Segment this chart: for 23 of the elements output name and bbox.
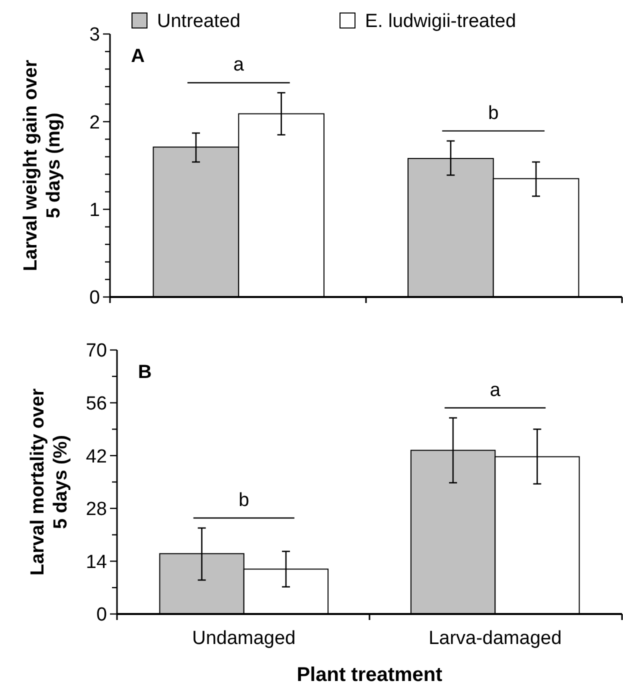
annotation: a: [233, 54, 244, 76]
y-tick-label: 1: [89, 200, 100, 221]
y-tick-label: 56: [86, 393, 107, 414]
y-tick-label: 3: [89, 24, 100, 46]
annotation: A: [131, 46, 145, 67]
x-axis-title: Plant treatment: [296, 664, 443, 686]
annotation: b: [238, 490, 250, 512]
y-tick-label: 0: [96, 604, 107, 626]
x-tick-label: Larva-damaged: [428, 628, 562, 649]
y-axis-title: Larval weight gain over 5 days (mg): [20, 59, 64, 272]
legend-label: Untreated: [157, 11, 240, 32]
y-axis-title: Larval mortality over 5 days (%): [28, 388, 72, 576]
y-tick-label: 70: [86, 340, 107, 362]
annotation: B: [138, 362, 152, 383]
y-tick-label: 0: [89, 288, 100, 309]
y-tick-label: 28: [86, 499, 107, 520]
y-tick-label: 14: [86, 552, 108, 573]
annotation: b: [488, 102, 499, 124]
legend-label: E. ludwigii-treated: [365, 11, 516, 32]
y-tick-label: 42: [86, 446, 107, 468]
x-tick-label: Undamaged: [192, 628, 296, 649]
annotation: a: [490, 380, 501, 401]
y-tick-label: 2: [89, 112, 100, 134]
